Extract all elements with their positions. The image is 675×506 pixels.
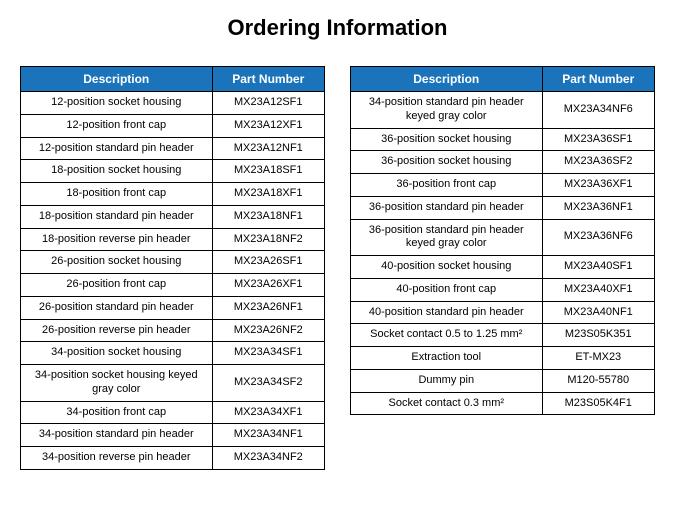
cell-description: 26-position front cap	[21, 274, 213, 297]
table-row: 36-position standard pin header keyed gr…	[351, 219, 655, 256]
table-row: Socket contact 0.5 to 1.25 mm²M23S05K351	[351, 324, 655, 347]
ordering-table-right: Description Part Number 34-position stan…	[350, 66, 655, 415]
cell-description: 26-position standard pin header	[21, 296, 213, 319]
ordering-table-left: Description Part Number 12-position sock…	[20, 66, 325, 470]
cell-description: Socket contact 0.5 to 1.25 mm²	[351, 324, 543, 347]
table-row: 12-position socket housingMX23A12SF1	[21, 92, 325, 115]
cell-description: 34-position standard pin header	[21, 424, 213, 447]
table-header-row: Description Part Number	[21, 67, 325, 92]
cell-partnumber: MX23A40NF1	[542, 301, 654, 324]
table-row: 34-position socket housing keyed gray co…	[21, 365, 325, 402]
table-row: 36-position socket housingMX23A36SF2	[351, 151, 655, 174]
table-row: 18-position socket housingMX23A18SF1	[21, 160, 325, 183]
table-row: 34-position socket housingMX23A34SF1	[21, 342, 325, 365]
cell-description: 34-position reverse pin header	[21, 447, 213, 470]
table-row: 36-position socket housingMX23A36SF1	[351, 128, 655, 151]
table-row: 12-position front capMX23A12XF1	[21, 114, 325, 137]
table-row: 34-position standard pin header keyed gr…	[351, 92, 655, 129]
cell-description: 18-position front cap	[21, 183, 213, 206]
table-row: Socket contact 0.3 mm²M23S05K4F1	[351, 392, 655, 415]
table-row: Extraction toolET-MX23	[351, 347, 655, 370]
table-row: Dummy pinM120-55780	[351, 369, 655, 392]
table-left-wrapper: Description Part Number 12-position sock…	[20, 66, 325, 470]
cell-description: 34-position front cap	[21, 401, 213, 424]
cell-description: Socket contact 0.3 mm²	[351, 392, 543, 415]
header-partnumber: Part Number	[212, 67, 324, 92]
cell-description: 26-position socket housing	[21, 251, 213, 274]
cell-partnumber: MX23A36SF1	[542, 128, 654, 151]
cell-partnumber: MX23A34SF2	[212, 365, 324, 402]
table-row: 40-position front capMX23A40XF1	[351, 278, 655, 301]
cell-description: 36-position socket housing	[351, 128, 543, 151]
cell-partnumber: MX23A36XF1	[542, 174, 654, 197]
cell-partnumber: ET-MX23	[542, 347, 654, 370]
cell-description: 18-position reverse pin header	[21, 228, 213, 251]
cell-partnumber: M23S05K4F1	[542, 392, 654, 415]
cell-description: 12-position standard pin header	[21, 137, 213, 160]
header-description: Description	[351, 67, 543, 92]
table-row: 26-position standard pin headerMX23A26NF…	[21, 296, 325, 319]
cell-partnumber: MX23A34NF2	[212, 447, 324, 470]
cell-partnumber: MX23A36SF2	[542, 151, 654, 174]
table-row: 34-position standard pin headerMX23A34NF…	[21, 424, 325, 447]
cell-partnumber: MX23A40XF1	[542, 278, 654, 301]
cell-description: 36-position socket housing	[351, 151, 543, 174]
cell-partnumber: MX23A34SF1	[212, 342, 324, 365]
table-right-wrapper: Description Part Number 34-position stan…	[350, 66, 655, 470]
cell-partnumber: MX23A34NF1	[212, 424, 324, 447]
page-title: Ordering Information	[20, 15, 655, 41]
cell-description: 34-position standard pin header keyed gr…	[351, 92, 543, 129]
cell-partnumber: MX23A26NF1	[212, 296, 324, 319]
table-row: 18-position reverse pin headerMX23A18NF2	[21, 228, 325, 251]
cell-partnumber: MX23A18SF1	[212, 160, 324, 183]
cell-partnumber: MX23A40SF1	[542, 256, 654, 279]
cell-partnumber: MX23A18XF1	[212, 183, 324, 206]
header-partnumber: Part Number	[542, 67, 654, 92]
cell-partnumber: MX23A12NF1	[212, 137, 324, 160]
cell-partnumber: M23S05K351	[542, 324, 654, 347]
cell-partnumber: MX23A36NF1	[542, 196, 654, 219]
cell-description: 40-position socket housing	[351, 256, 543, 279]
cell-partnumber: MX23A12XF1	[212, 114, 324, 137]
table-row: 36-position standard pin headerMX23A36NF…	[351, 196, 655, 219]
cell-description: 12-position socket housing	[21, 92, 213, 115]
cell-description: 40-position front cap	[351, 278, 543, 301]
cell-description: 36-position standard pin header	[351, 196, 543, 219]
cell-partnumber: MX23A26SF1	[212, 251, 324, 274]
cell-partnumber: MX23A18NF2	[212, 228, 324, 251]
cell-description: 26-position reverse pin header	[21, 319, 213, 342]
header-description: Description	[21, 67, 213, 92]
cell-partnumber: MX23A36NF6	[542, 219, 654, 256]
cell-partnumber: MX23A26XF1	[212, 274, 324, 297]
table-row: 40-position standard pin headerMX23A40NF…	[351, 301, 655, 324]
cell-description: Dummy pin	[351, 369, 543, 392]
table-row: 18-position standard pin headerMX23A18NF…	[21, 205, 325, 228]
cell-description: 34-position socket housing keyed gray co…	[21, 365, 213, 402]
table-row: 26-position front capMX23A26XF1	[21, 274, 325, 297]
table-row: 12-position standard pin headerMX23A12NF…	[21, 137, 325, 160]
cell-description: Extraction tool	[351, 347, 543, 370]
table-row: 26-position socket housingMX23A26SF1	[21, 251, 325, 274]
cell-partnumber: M120-55780	[542, 369, 654, 392]
table-row: 18-position front capMX23A18XF1	[21, 183, 325, 206]
tables-container: Description Part Number 12-position sock…	[20, 66, 655, 470]
cell-description: 18-position socket housing	[21, 160, 213, 183]
table-row: 34-position front capMX23A34XF1	[21, 401, 325, 424]
cell-partnumber: MX23A12SF1	[212, 92, 324, 115]
table-row: 40-position socket housingMX23A40SF1	[351, 256, 655, 279]
cell-description: 36-position front cap	[351, 174, 543, 197]
cell-partnumber: MX23A26NF2	[212, 319, 324, 342]
cell-description: 18-position standard pin header	[21, 205, 213, 228]
cell-partnumber: MX23A34NF6	[542, 92, 654, 129]
cell-description: 36-position standard pin header keyed gr…	[351, 219, 543, 256]
table-row: 36-position front capMX23A36XF1	[351, 174, 655, 197]
cell-description: 12-position front cap	[21, 114, 213, 137]
table-header-row: Description Part Number	[351, 67, 655, 92]
table-row: 26-position reverse pin headerMX23A26NF2	[21, 319, 325, 342]
cell-description: 40-position standard pin header	[351, 301, 543, 324]
cell-description: 34-position socket housing	[21, 342, 213, 365]
cell-partnumber: MX23A18NF1	[212, 205, 324, 228]
cell-partnumber: MX23A34XF1	[212, 401, 324, 424]
table-row: 34-position reverse pin headerMX23A34NF2	[21, 447, 325, 470]
